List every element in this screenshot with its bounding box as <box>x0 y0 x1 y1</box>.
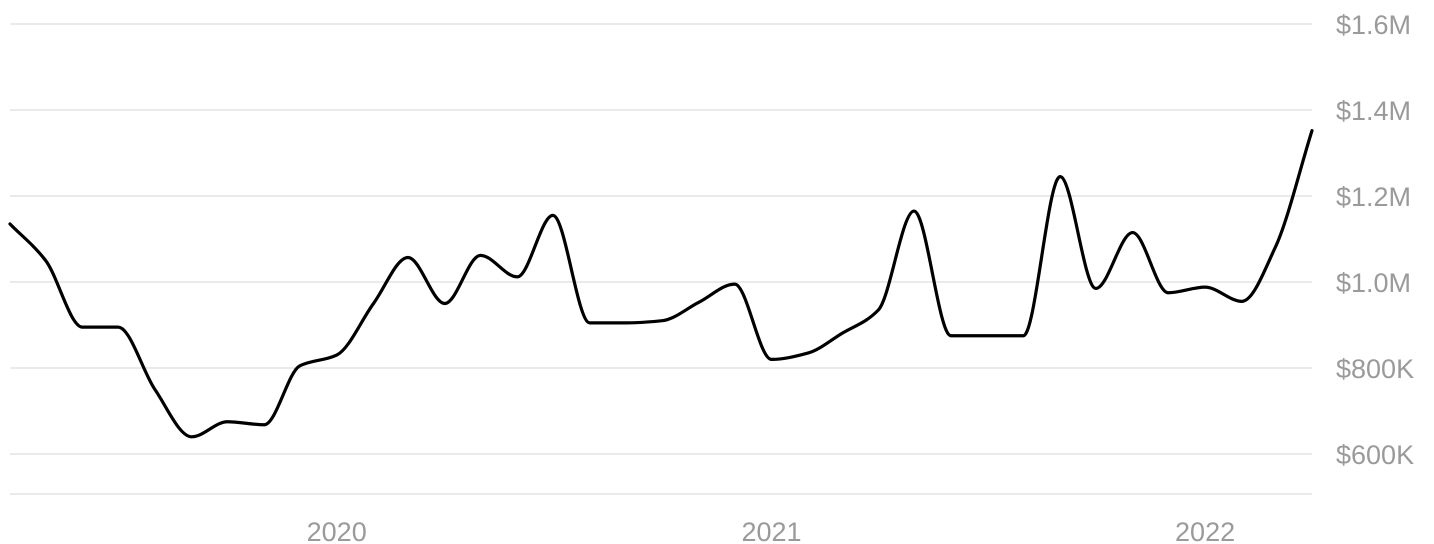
x-tick-label: 2021 <box>741 517 801 544</box>
series-layer <box>8 129 1314 439</box>
gridlines <box>10 23 1312 495</box>
y-tick-label: $1.2M <box>1336 182 1411 212</box>
y-tick-label: $1.0M <box>1336 268 1411 298</box>
y-tick-label: $600K <box>1336 440 1414 470</box>
y-tick-label: $800K <box>1336 354 1414 384</box>
series-line <box>8 129 1314 439</box>
y-tick-label: $1.6M <box>1336 10 1411 40</box>
x-tick-label: 2022 <box>1175 517 1235 544</box>
x-axis-ticks: 2020 2021 2022 <box>307 517 1235 544</box>
x-tick-label: 2020 <box>307 517 367 544</box>
y-tick-label: $1.4M <box>1336 96 1411 126</box>
y-axis-ticks: $600K $800K $1.0M $1.2M $1.4M $1.6M <box>1336 10 1414 470</box>
